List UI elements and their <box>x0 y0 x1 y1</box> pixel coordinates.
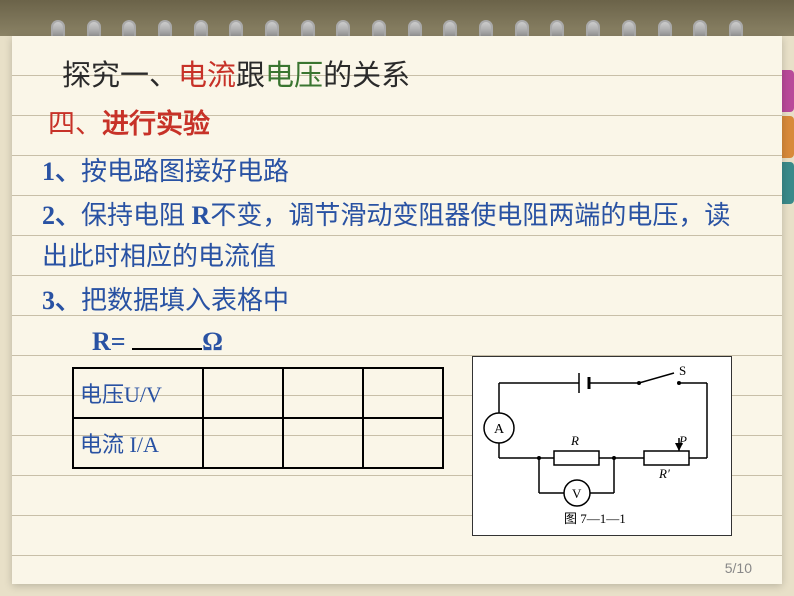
row1-label: 电压U/V <box>73 368 203 418</box>
label-a: A <box>494 422 505 437</box>
paper-content: 探究一、电流跟电压的关系 四、进行实验 1、按电路图接好电路 2、保持电阻 R不… <box>12 36 782 584</box>
table-row: 电压U/V <box>73 368 443 418</box>
subtitle-prefix: 四、 <box>48 109 102 139</box>
formula-r: R= <box>92 327 132 356</box>
page-number: 5/10 <box>725 560 752 576</box>
formula: R= Ω <box>92 327 752 357</box>
title-part5: 的关系 <box>323 60 410 92</box>
table-cell <box>203 368 283 418</box>
title-part1: 探究一、 <box>62 60 178 92</box>
formula-blank <box>132 348 202 350</box>
title-part2: 电流 <box>178 60 236 92</box>
step2-num: 2、 <box>42 201 81 230</box>
label-r: R <box>570 433 579 448</box>
step1-text: 按电路图接好电路 <box>81 157 289 186</box>
formula-unit: Ω <box>202 327 223 356</box>
step2-text-a: 保持电阻 <box>81 201 192 230</box>
table-row: 电流 I/A <box>73 418 443 468</box>
body-text: 1、按电路图接好电路 2、保持电阻 R不变，调节滑动变阻器使电阻两端的电压，读出… <box>42 151 752 321</box>
circuit-diagram: S A R P R′ <box>472 356 732 536</box>
step3-num: 3、 <box>42 286 81 315</box>
subtitle: 四、进行实验 <box>48 102 752 141</box>
step3-text: 把数据填入表格中 <box>81 286 289 315</box>
slide-title: 探究一、电流跟电压的关系 <box>62 52 752 94</box>
step1-num: 1、 <box>42 157 81 186</box>
step2-r: R <box>192 201 211 230</box>
label-rprime: R′ <box>658 466 670 481</box>
table-cell <box>283 418 363 468</box>
table-cell <box>203 418 283 468</box>
table-cell <box>283 368 363 418</box>
circuit-caption: 图 7—1—1 <box>564 511 626 526</box>
label-v: V <box>572 486 582 501</box>
binder-rings <box>0 0 794 36</box>
table-cell <box>363 418 443 468</box>
title-part3: 跟 <box>236 60 265 92</box>
subtitle-text: 进行实验 <box>102 109 210 139</box>
table-cell <box>363 368 443 418</box>
label-s: S <box>679 363 686 378</box>
row2-label: 电流 I/A <box>73 418 203 468</box>
title-part4: 电压 <box>265 60 323 92</box>
